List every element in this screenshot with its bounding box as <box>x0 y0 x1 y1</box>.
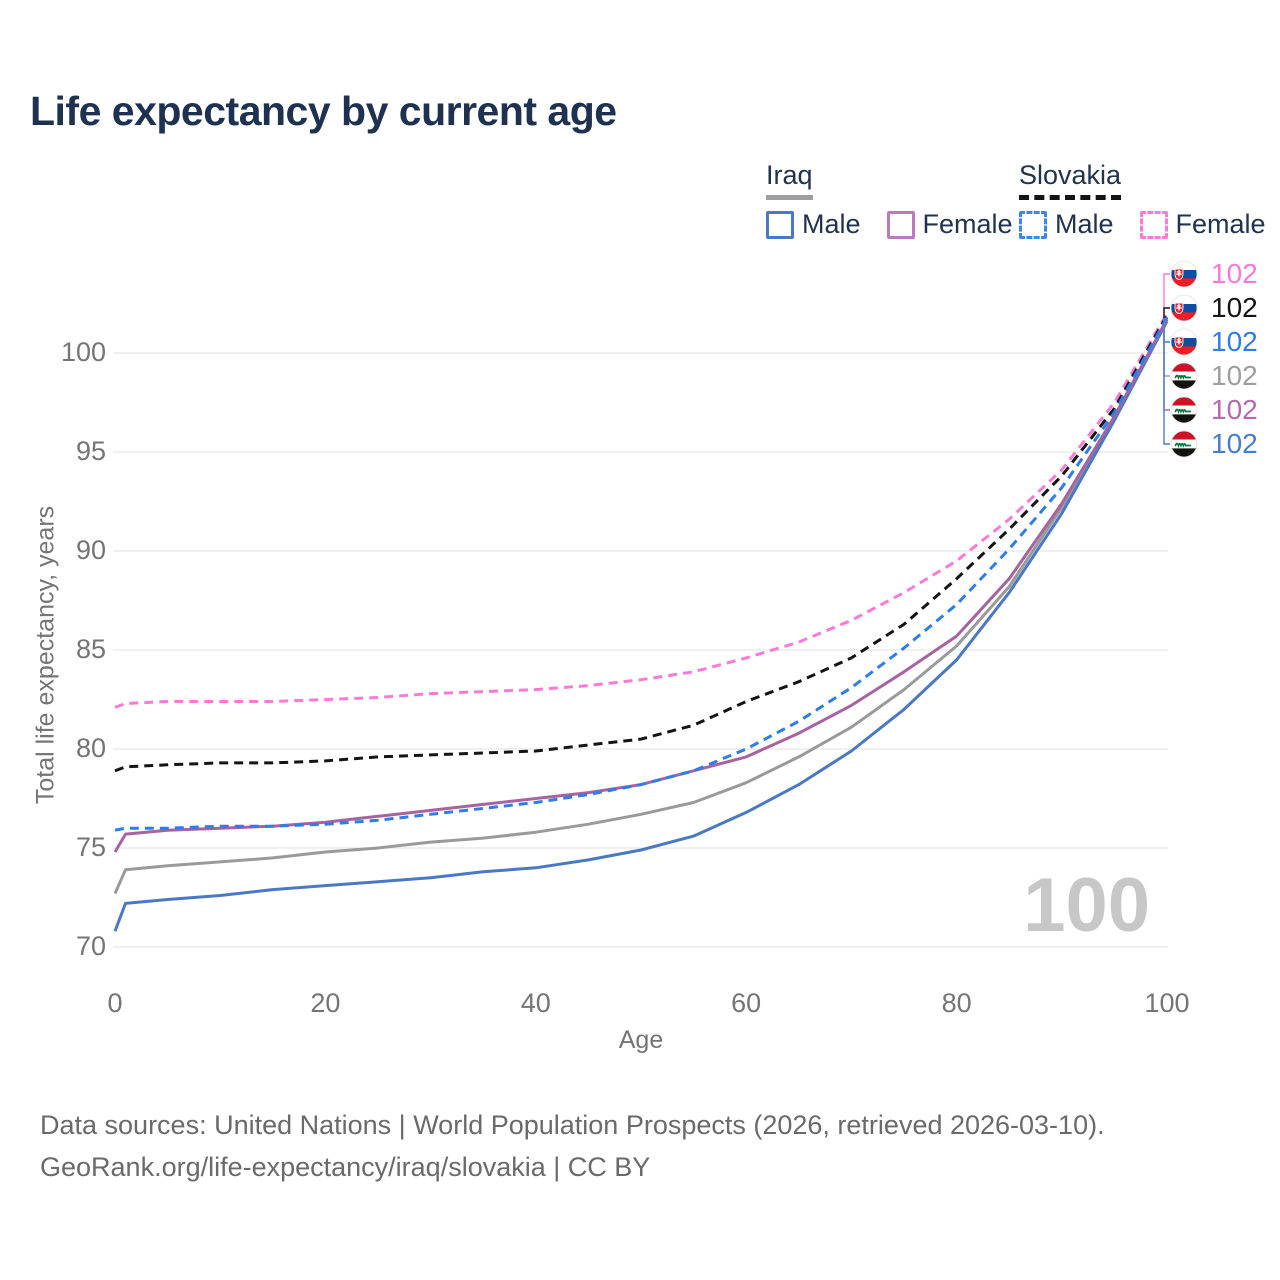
x-tick-label: 40 <box>520 988 551 1018</box>
legend-item-label: Male <box>802 209 861 239</box>
series-layer <box>113 312 1169 932</box>
end-label-connector <box>1163 273 1170 318</box>
end-value-label-iraq-total: 102 <box>1211 360 1258 391</box>
end-value-label-iraq-female: 102 <box>1211 394 1258 425</box>
end-label-connector <box>1163 318 1170 411</box>
age-counter-watermark: 100 <box>1023 863 1150 948</box>
legend-group-iraq: Iraq Male Female <box>766 160 1013 240</box>
legend-group-slovakia: Slovakia Male Female <box>1019 160 1266 240</box>
legend-item-slovakia-male[interactable]: Male <box>1019 209 1114 240</box>
iraq-female-swatch-icon <box>886 210 915 239</box>
slovakia-flag-icon <box>1170 328 1198 356</box>
x-tick-label: 100 <box>1144 988 1190 1018</box>
legend-item-label: Female <box>922 209 1013 239</box>
footer-attribution: GeoRank.org/life-expectancy/iraq/slovaki… <box>40 1152 651 1182</box>
x-tick-label: 60 <box>731 988 762 1018</box>
series-line-slovakia-total[interactable] <box>114 314 1169 773</box>
slovakia-female-swatch-icon <box>1139 210 1168 239</box>
y-tick-label: 100 <box>60 337 106 367</box>
x-tick-label: 80 <box>941 988 972 1018</box>
legend-item-label: Male <box>1055 209 1114 239</box>
legend-item-label: Female <box>1175 209 1266 239</box>
end-value-label-slovakia-total: 102 <box>1211 292 1258 323</box>
legend-header-iraq: Iraq <box>766 160 813 200</box>
legend-header-slovakia: Slovakia <box>1019 160 1122 200</box>
grid-layer <box>113 352 1168 948</box>
slovakia-male-swatch-icon <box>1019 210 1047 239</box>
y-tick-label: 90 <box>75 535 106 565</box>
x-axis-title: Age <box>618 1026 664 1054</box>
footer: Data sources: United Nations | World Pop… <box>40 1104 1105 1188</box>
legend-item-slovakia-female[interactable]: Female <box>1139 209 1266 240</box>
y-tick-label: 70 <box>75 931 106 961</box>
slovakia-flag-icon <box>1170 294 1198 322</box>
y-tick-label: 85 <box>75 634 106 664</box>
end-value-label-slovakia-female: 102 <box>1211 258 1258 289</box>
end-label-connectors <box>1163 273 1170 445</box>
iraq-flag-icon <box>1170 362 1198 390</box>
series-line-slovakia-female[interactable] <box>114 312 1169 709</box>
y-tick-label: 75 <box>75 832 106 862</box>
series-line-iraq-male[interactable] <box>113 320 1169 932</box>
series-line-iraq-total[interactable] <box>113 318 1169 895</box>
slovakia-flag-icon <box>1170 260 1198 288</box>
y-tick-label: 95 <box>75 436 106 466</box>
iraq-male-swatch-icon <box>766 210 794 239</box>
y-tick-label: 80 <box>75 733 106 763</box>
iraq-flag-icon <box>1170 430 1198 458</box>
end-value-label-iraq-male: 102 <box>1211 428 1258 459</box>
flag-layer <box>1170 260 1198 458</box>
legend-item-iraq-male[interactable]: Male <box>766 209 861 240</box>
iraq-flag-icon <box>1170 396 1198 424</box>
x-tick-label: 20 <box>310 988 341 1018</box>
page-title: Life expectancy by current age <box>30 88 617 134</box>
series-line-slovakia-male[interactable] <box>114 316 1169 832</box>
end-label-connector <box>1163 307 1170 318</box>
end-value-label-slovakia-male: 102 <box>1211 326 1258 357</box>
x-tick-label: 0 <box>107 988 123 1018</box>
end-label-connector <box>1163 318 1170 445</box>
footer-data-sources: Data sources: United Nations | World Pop… <box>40 1110 1105 1140</box>
legend-item-iraq-female[interactable]: Female <box>886 209 1013 240</box>
